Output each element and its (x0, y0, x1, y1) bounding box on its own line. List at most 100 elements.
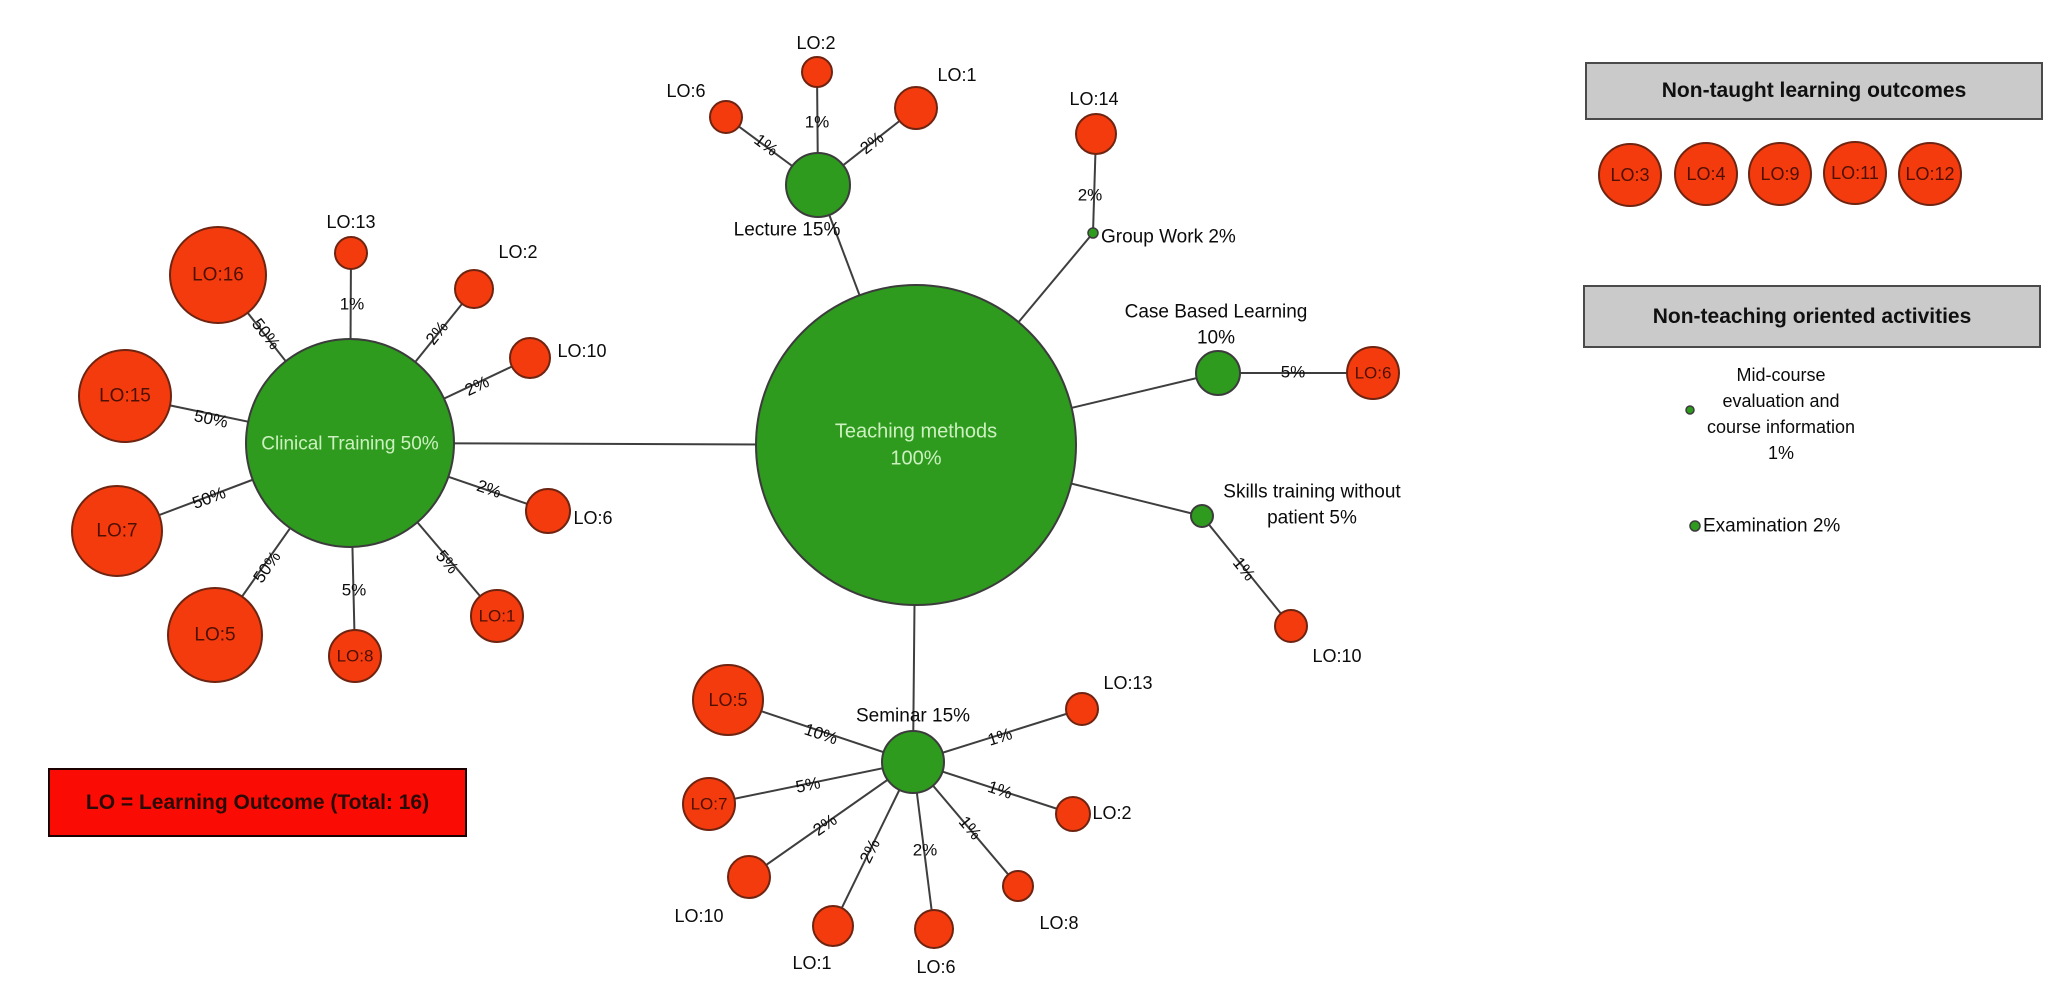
node-cl-lo1 (470, 589, 524, 643)
node-groupwork (1087, 227, 1099, 239)
node-skills (1190, 504, 1214, 528)
node-lecture (785, 152, 851, 218)
node-label-sem-lo6: LO:6 (916, 957, 955, 977)
node-label-midcourse-dot: Mid-course (1736, 365, 1825, 385)
non-taught-panel-title: Non-taught learning outcomes (1661, 79, 1967, 102)
edge-label-clinical-cl-lo10: 2% (462, 372, 492, 400)
node-sem-lo6 (914, 909, 954, 949)
edge-label-seminar-sem-lo1: 2% (856, 836, 884, 866)
node-label-cl-lo13: LO:13 (326, 212, 375, 232)
node-nt-lo11 (1823, 141, 1887, 205)
node-label-sem-lo8: LO:8 (1039, 913, 1078, 933)
node-cl-lo5 (167, 587, 263, 683)
node-label-sem-lo13: LO:13 (1103, 673, 1152, 693)
node-label-cl-lo8: LO:8 (337, 647, 374, 666)
node-label-cl-lo6: LO:6 (573, 508, 612, 528)
node-label-sem-lo5: LO:5 (708, 690, 747, 710)
edge-label-seminar-sem-lo13: 1% (985, 724, 1014, 749)
edge-skills-skills-lo10 (1201, 515, 1292, 627)
node-label-sem-lo10: LO:10 (674, 906, 723, 926)
node-label-cl-lo10: LO:10 (557, 341, 606, 361)
node-label-teaching: 100% (890, 448, 941, 470)
node-lec-lo6 (709, 100, 743, 134)
node-cl-lo16 (169, 226, 267, 324)
legend-box: LO = Learning Outcome (Total: 16) (48, 768, 467, 837)
node-label-cl-lo16: LO:16 (192, 265, 244, 286)
edge-label-lecture-lec-lo2: 1% (805, 113, 830, 132)
node-label-midcourse-dot: evaluation and (1722, 391, 1839, 411)
edge-label-cbl-cbl-lo6: 5% (1281, 363, 1306, 382)
node-label-groupwork: Group Work 2% (1101, 227, 1236, 248)
node-label-lec-lo6: LO:6 (666, 81, 705, 101)
node-cl-lo15 (78, 349, 172, 443)
node-label-cl-lo5: LO:5 (194, 625, 235, 646)
edge-label-clinical-cl-lo13: 1% (340, 295, 365, 314)
node-label-midcourse-dot: 1% (1768, 443, 1794, 463)
node-cl-lo7 (71, 485, 163, 577)
node-label-clinical: Clinical Training 50% (261, 434, 439, 455)
non-teaching-panel: Non-teaching oriented activities (1583, 285, 2041, 348)
edge-label-clinical-cl-lo6: 2% (474, 476, 503, 502)
node-sem-lo5 (692, 664, 764, 736)
node-sem-lo10 (727, 855, 771, 899)
node-nt-lo4 (1674, 142, 1738, 206)
edge-label-seminar-sem-lo5: 10% (802, 720, 840, 749)
node-label-sem-lo2: LO:2 (1092, 803, 1131, 823)
node-lec-lo1 (894, 86, 938, 130)
node-sem-lo13 (1065, 692, 1099, 726)
node-label-cl-lo15: LO:15 (99, 386, 151, 407)
node-sem-lo8 (1002, 870, 1034, 902)
edge-label-clinical-cl-lo1: 5% (432, 546, 462, 577)
node-label-lec-lo1: LO:1 (937, 65, 976, 85)
node-label-skills: Skills training without (1223, 482, 1401, 503)
node-label-cbl: Case Based Learning (1125, 302, 1308, 323)
node-label-sem-lo1: LO:1 (792, 953, 831, 973)
node-teaching (755, 284, 1077, 606)
edge-seminar-sem-lo10 (748, 761, 914, 878)
node-label-nt-lo3: LO:3 (1610, 165, 1649, 185)
node-label-nt-lo12: LO:12 (1905, 164, 1954, 184)
edge-label-clinical-cl-lo7: 50% (190, 483, 229, 513)
node-cbl-lo6 (1346, 346, 1400, 400)
edge-label-lecture-lec-lo1: 2% (856, 128, 887, 158)
edge-seminar-sem-lo7 (708, 761, 914, 805)
edge-label-clinical-cl-lo15: 50% (192, 406, 229, 432)
edge-label-seminar-sem-lo6: 2% (913, 841, 938, 860)
node-cl-lo10 (509, 337, 551, 379)
node-label-cl-lo2: LO:2 (498, 242, 537, 262)
node-seminar (881, 730, 945, 794)
node-label-nt-lo9: LO:9 (1760, 164, 1799, 184)
node-label-seminar: Seminar 15% (856, 706, 970, 727)
node-lec-lo2 (801, 56, 833, 88)
edge-label-seminar-sem-lo2: 1% (985, 777, 1014, 803)
nodes-layer (71, 56, 1962, 949)
node-cl-lo13 (334, 236, 368, 270)
node-label-nt-lo4: LO:4 (1686, 164, 1725, 184)
node-label-skills: patient 5% (1267, 508, 1357, 529)
node-label-cl-lo1: LO:1 (479, 607, 516, 626)
node-label-nt-lo11: LO:11 (1831, 163, 1879, 183)
node-cl-lo6 (525, 488, 571, 534)
node-label-teaching: Teaching methods (835, 421, 997, 443)
node-nt-lo9 (1748, 142, 1812, 206)
node-label-skills-lo10: LO:10 (1312, 646, 1361, 666)
node-midcourse-dot (1685, 405, 1695, 415)
non-teaching-panel-title: Non-teaching oriented activities (1652, 304, 1972, 328)
node-nt-lo12 (1898, 142, 1962, 206)
node-label-lecture: Lecture 15% (734, 220, 841, 241)
node-lo14 (1075, 113, 1117, 155)
non-taught-panel: Non-taught learning outcomes (1585, 62, 2043, 120)
node-label-examination-dot: Examination 2% (1703, 516, 1840, 537)
node-label-sem-lo7: LO:7 (691, 795, 728, 814)
edge-label-clinical-cl-lo5: 50% (249, 548, 284, 587)
edge-label-seminar-sem-lo7: 5% (794, 773, 822, 797)
edge-label-seminar-sem-lo10: 2% (809, 810, 840, 840)
node-label-midcourse-dot: course information (1707, 417, 1855, 437)
node-sem-lo2 (1055, 796, 1091, 832)
node-skills-lo10 (1274, 609, 1308, 643)
node-label-lo14: LO:14 (1069, 89, 1118, 109)
node-clinical (245, 338, 455, 548)
node-sem-lo7 (682, 777, 736, 831)
